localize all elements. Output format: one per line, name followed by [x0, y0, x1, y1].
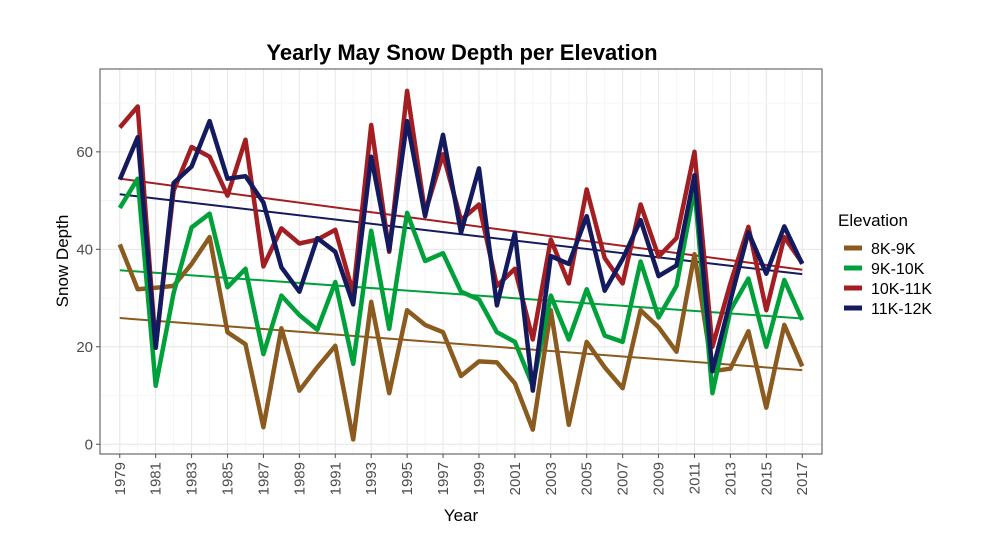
x-tick-label: 1983	[184, 462, 201, 495]
legend-label-8K-9K: 8K-9K	[871, 241, 916, 258]
grid	[100, 69, 822, 454]
y-tick-label: 0	[85, 436, 93, 453]
trend-line-8K-9K	[119, 317, 803, 372]
x-tick-label: 2017	[794, 462, 811, 495]
x-axis-title: Year	[444, 506, 479, 525]
legend-label-11K-12K: 11K-12K	[871, 301, 932, 318]
legend-title: Elevation	[838, 211, 908, 230]
x-tick-label: 1991	[327, 462, 344, 495]
x-axis: 1979 1981 1983 1985 1987 1989 1991 1993 1995 1997…	[112, 454, 811, 495]
y-tick-label: 60	[76, 144, 93, 161]
x-tick-label: 1997	[435, 462, 452, 495]
x-tick-label: 2011	[686, 462, 703, 494]
x-tick-label: 1985	[220, 462, 237, 495]
chart-title: Yearly May Snow Depth per Elevation	[266, 40, 657, 65]
x-tick-label: 1989	[291, 462, 308, 495]
legend: Elevation 8K-9K 9K-10K 10K-11K 11K-12K	[838, 211, 932, 318]
x-tick-label: 2013	[722, 462, 739, 495]
y-axis: 0 20 40 60	[76, 144, 100, 453]
x-tick-label: 1981	[148, 462, 165, 495]
y-axis-title: Snow Depth	[53, 215, 72, 308]
x-tick-label: 2009	[651, 462, 668, 495]
x-tick-label: 1987	[255, 462, 272, 495]
series-lines	[117, 88, 805, 442]
y-tick-label: 20	[76, 339, 93, 356]
x-tick-label: 1995	[399, 462, 416, 495]
legend-label-9K-10K: 9K-10K	[871, 261, 925, 278]
x-tick-label: 1979	[112, 462, 129, 495]
x-tick-label: 1993	[363, 462, 380, 495]
legend-label-10K-11K: 10K-11K	[871, 281, 932, 298]
y-tick-label: 40	[76, 241, 93, 258]
plot-panel	[99, 68, 823, 455]
series-line-8K-9K	[117, 234, 805, 442]
x-tick-label: 2001	[507, 462, 524, 495]
x-tick-label: 1999	[471, 462, 488, 495]
series-line-9K-10K	[117, 176, 805, 396]
series-line-11K-12K	[117, 118, 805, 393]
x-tick-label: 2015	[758, 462, 775, 495]
x-tick-label: 2007	[615, 462, 632, 495]
x-tick-label: 2005	[579, 462, 596, 495]
x-tick-label: 2003	[543, 462, 560, 495]
